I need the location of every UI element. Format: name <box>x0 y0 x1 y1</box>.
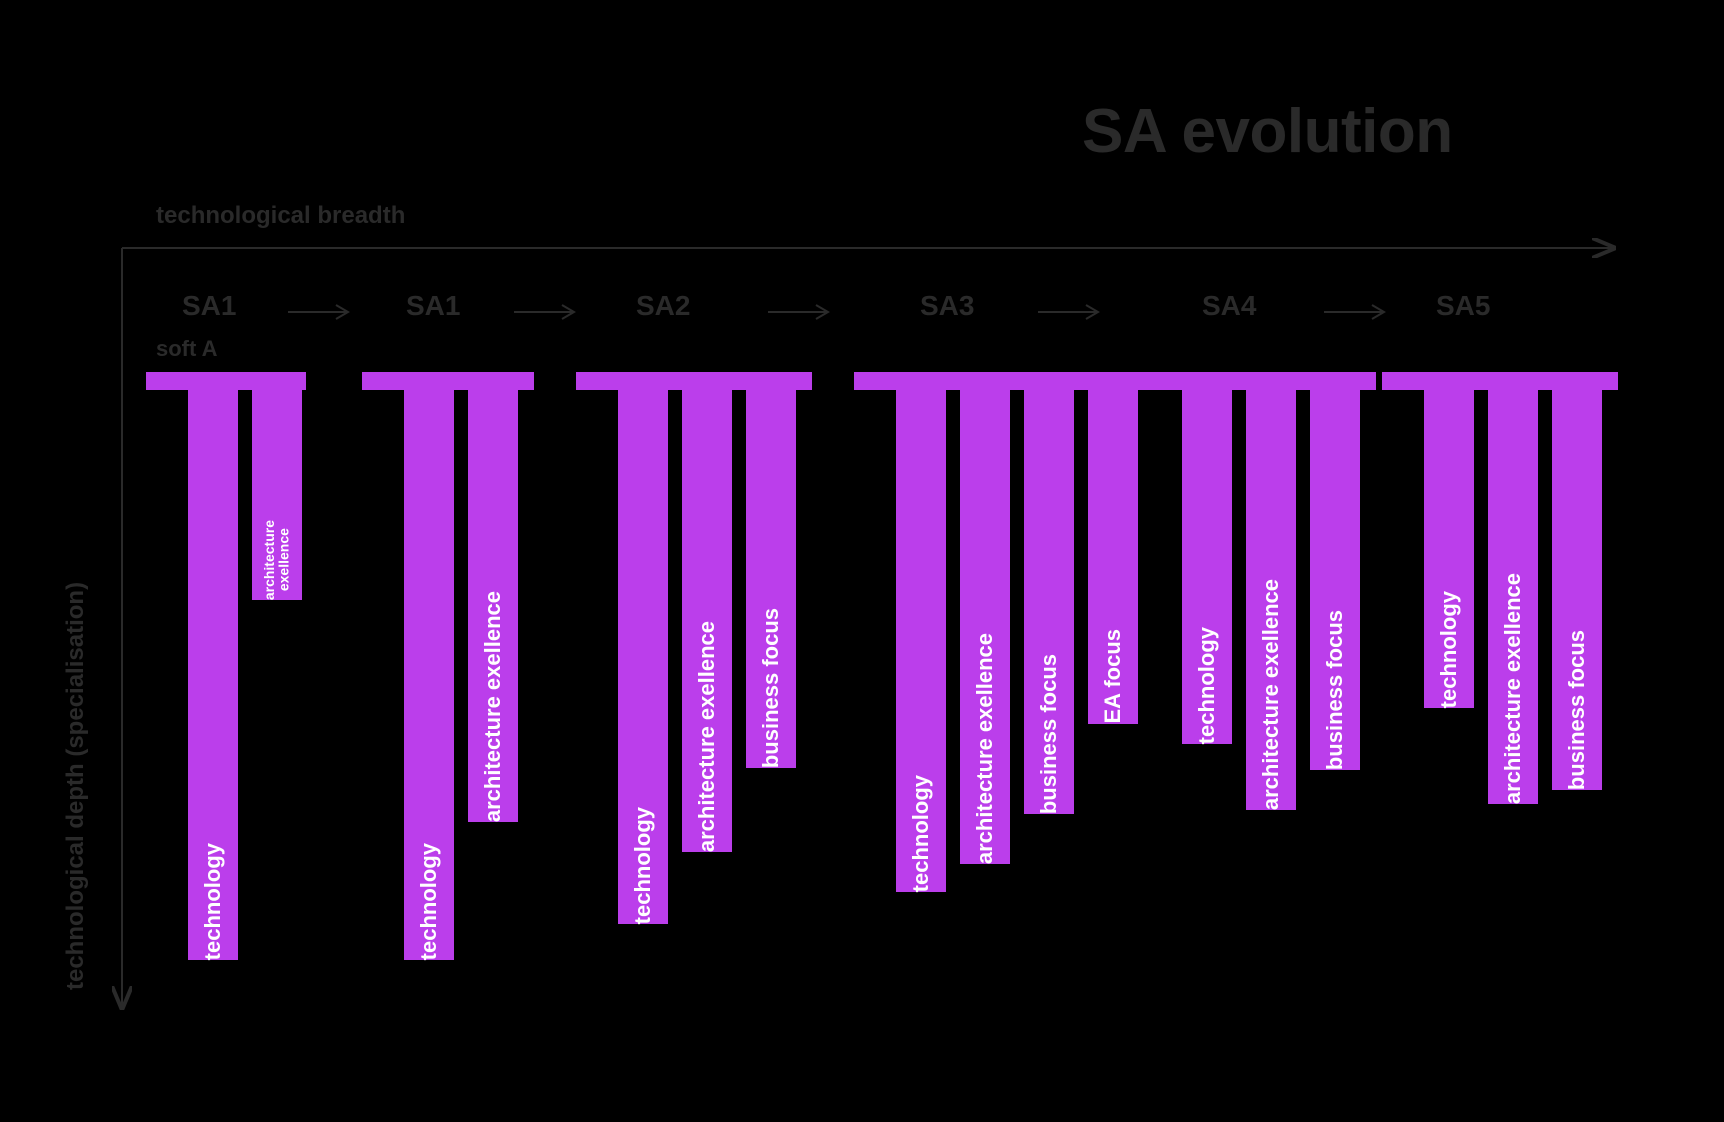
skill-bar-label: architecture exellence <box>1500 561 1526 804</box>
stage-arrow-icon <box>1036 302 1112 322</box>
stage-label: SA1 <box>406 290 460 322</box>
stage-label: SA1 <box>182 290 236 322</box>
skill-bar: architecture exellence <box>682 372 732 852</box>
skill-bar-label: business focus <box>1564 618 1590 790</box>
stage-arrow-icon <box>766 302 842 322</box>
sub-label-soft-a: soft A <box>156 336 218 362</box>
skill-bar-label: architectureexellence <box>262 508 291 600</box>
skill-bar-label: technology <box>1436 579 1462 708</box>
skill-bar: architecture exellence <box>1246 372 1296 810</box>
bar-group: technology architecture exellence business… <box>576 372 812 1012</box>
skill-bar-label: architecture exellence <box>480 579 506 822</box>
skill-bar-label: technology <box>200 831 226 960</box>
skill-bar-label: technology <box>416 831 442 960</box>
skill-bar-label: architecture exellence <box>1258 567 1284 810</box>
skill-bar-label: business focus <box>1036 642 1062 814</box>
skill-bar: business focus <box>1024 372 1074 814</box>
skill-bar-label: EA focus <box>1100 617 1126 724</box>
skill-bar: architectureexellence <box>252 372 302 600</box>
skill-bar: business focus <box>746 372 796 768</box>
diagram-title: SA evolution <box>1082 96 1453 167</box>
skill-bar: technology <box>618 372 668 924</box>
x-axis-label: technological breadth <box>156 202 405 230</box>
skill-bar: technology <box>188 372 238 960</box>
stage-label: SA4 <box>1202 290 1256 322</box>
skill-bar-label: business focus <box>758 596 784 768</box>
skill-bar: architecture exellence <box>1488 372 1538 804</box>
stage-arrow-icon <box>1322 302 1398 322</box>
skill-bar-label: architecture exellence <box>694 609 720 852</box>
skill-bar: business focus <box>1310 372 1360 770</box>
bar-group: technology architectureexellence <box>146 372 306 1012</box>
skill-bar-label: technology <box>630 795 656 924</box>
skill-bar-label: technology <box>908 763 934 892</box>
bar-group: technology architecture exellence <box>362 372 534 1012</box>
skill-bar-label: architecture exellence <box>972 621 998 864</box>
skill-bar: technology <box>1424 372 1474 708</box>
y-axis-label: technological depth (specialisation) <box>62 582 90 990</box>
bar-group: technology architecture exellence business… <box>854 372 1154 1012</box>
stage-label: SA5 <box>1436 290 1490 322</box>
skill-bar: business focus <box>1552 372 1602 790</box>
bar-group: technology architecture exellence business… <box>1140 372 1376 1012</box>
stage-label: SA2 <box>636 290 690 322</box>
stage-arrow-icon <box>286 302 362 322</box>
skill-bar: architecture exellence <box>960 372 1010 864</box>
skill-bar: technology <box>404 372 454 960</box>
stage-arrow-icon <box>512 302 588 322</box>
skill-bar: technology <box>896 372 946 892</box>
skill-bar: EA focus <box>1088 372 1138 724</box>
skill-bar-label: technology <box>1194 615 1220 744</box>
bar-group: technology architecture exellence business… <box>1382 372 1618 1012</box>
skill-bar: technology <box>1182 372 1232 744</box>
skill-bar-label: business focus <box>1322 598 1348 770</box>
skill-bar: architecture exellence <box>468 372 518 822</box>
stage-label: SA3 <box>920 290 974 322</box>
